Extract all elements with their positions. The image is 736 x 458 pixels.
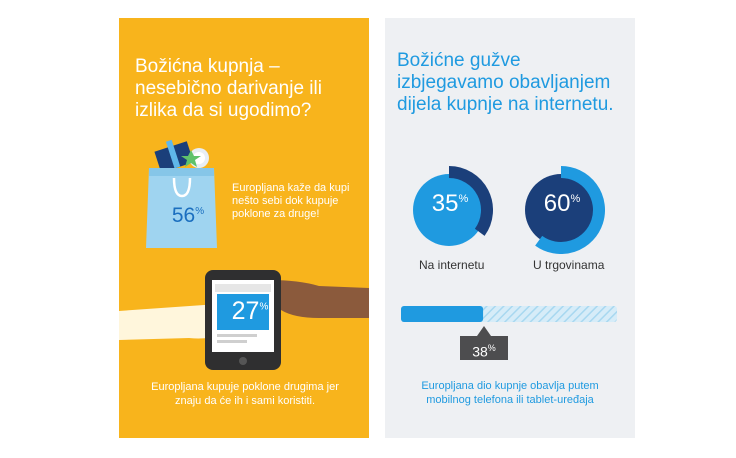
mobile-percentage: 38% xyxy=(460,336,508,360)
left-panel: Božićna kupnja – nesebično darivanje ili… xyxy=(119,18,369,438)
donut-online xyxy=(413,166,493,246)
donut-online-label: Na internetu xyxy=(419,258,485,272)
right-panel: Božićne gužve izbjegavamo obavljanjem di… xyxy=(385,18,635,438)
tablet-icon xyxy=(205,270,281,370)
star-icon xyxy=(181,150,201,167)
hand-icon xyxy=(119,280,369,340)
donut-stores-value: 60% xyxy=(543,190,581,217)
left-stat1-text: Europljana kaže da kupi nešto sebi dok k… xyxy=(232,182,350,220)
bag-percentage: 56% xyxy=(171,204,205,227)
mobile-progress-bar xyxy=(401,306,617,322)
donut-stores-label: U trgovinama xyxy=(533,258,605,272)
tablet-percentage: 27% xyxy=(231,297,269,325)
donut-online-value: 35% xyxy=(431,190,469,217)
shopping-bag-icon xyxy=(119,139,369,370)
left-stat2-text: Europljana kupuje poklone drugima jer zn… xyxy=(151,381,339,407)
left-title: Božićna kupnja – nesebično darivanje ili… xyxy=(135,56,322,121)
right-title: Božićne gužve izbjegavamo obavljanjem di… xyxy=(397,50,614,115)
donut-stores xyxy=(525,166,605,254)
bar-marker-arrow xyxy=(477,326,491,336)
right-bar-text: Europljana dio kupnje obavlja putem mobi… xyxy=(421,380,599,406)
